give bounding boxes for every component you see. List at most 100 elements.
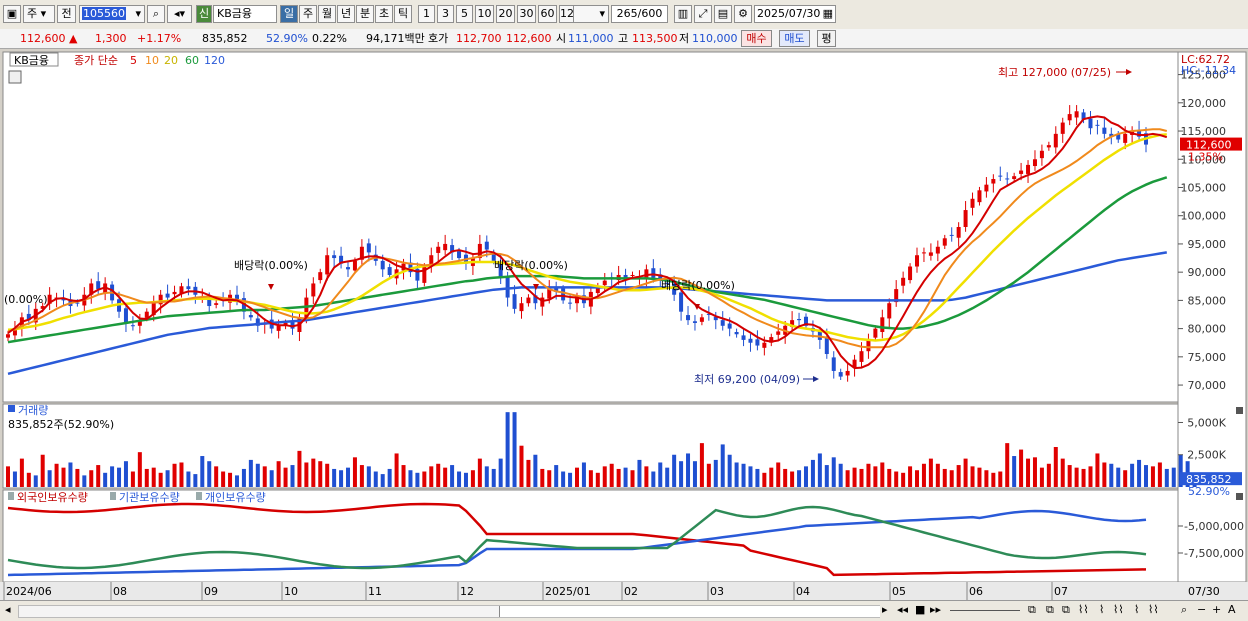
candle-body — [845, 370, 850, 376]
volume-bar — [797, 470, 802, 487]
zoom-out-icon[interactable]: − — [1197, 603, 1207, 616]
price-tick-label: 110,000 — [1181, 153, 1227, 166]
sell-button[interactable]: 매도 — [779, 30, 810, 47]
candle-body — [824, 337, 829, 355]
horizontal-scrollbar[interactable] — [18, 605, 880, 618]
eval-button[interactable]: 평 — [817, 30, 836, 47]
volume-bar — [318, 461, 323, 487]
stock-code-input[interactable]: 105560 ▾ — [79, 5, 145, 23]
volume-bar — [498, 458, 503, 487]
volume-bar — [40, 454, 45, 487]
copy-icon[interactable]: ⧉ — [1046, 603, 1054, 616]
candle-body — [623, 274, 628, 278]
interval-button[interactable]: 1 — [418, 5, 435, 23]
scroll-left-icon[interactable]: ◂ — [5, 603, 11, 616]
volume-bar — [554, 465, 559, 487]
search-icon[interactable]: ⌕ — [1181, 603, 1188, 616]
period-tab[interactable]: 분 — [356, 5, 374, 23]
candle-type-icon[interactable]: ▥ — [674, 5, 692, 23]
volume-bar — [540, 468, 545, 487]
new-stock-badge[interactable]: 신 — [196, 5, 212, 23]
volume-bar — [491, 468, 496, 487]
interval-input[interactable]: ▾ — [573, 5, 609, 23]
candle-body — [699, 317, 704, 322]
candle-body — [915, 255, 920, 267]
interval-button[interactable]: 30 — [517, 5, 536, 23]
volume-bar — [977, 467, 982, 487]
period-tab[interactable]: 초 — [375, 5, 393, 23]
volume-bar — [304, 462, 309, 487]
price-tick-label: 120,000 — [1181, 97, 1227, 110]
period-tab[interactable]: 년 — [337, 5, 355, 23]
candle-body — [318, 272, 323, 281]
save-icon[interactable]: ▤ — [714, 5, 732, 23]
volume-current-tag: 835,852 — [1186, 473, 1232, 486]
gear-icon[interactable]: ⚙ — [734, 5, 752, 23]
interval-button[interactable]: 20 — [496, 5, 515, 23]
chart-bottom-bar: ◂ ▸ ◂◂ ■ ▸▸ ⧉ ⧉ ⧉ ⌇⌇ ⌇ ⌇⌇ ⌇ ⌇⌇ ⌕ − + A — [0, 600, 1248, 621]
candle-body — [935, 246, 940, 254]
buy-button[interactable]: 매수 — [741, 30, 772, 47]
draw-tool-icon[interactable]: ⌇ — [1099, 603, 1105, 616]
price-change-pct: +1.17% — [137, 32, 182, 45]
interval-button[interactable]: 60 — [538, 5, 557, 23]
date-field[interactable]: 2025/07/30 ▦ — [754, 5, 836, 23]
candle-body — [346, 267, 351, 270]
volume-bar — [1116, 467, 1121, 487]
draw-tool-icon[interactable]: ⌇⌇ — [1148, 603, 1159, 616]
period-tab[interactable]: 일 — [280, 5, 298, 23]
forward-icon[interactable]: ▸▸ — [930, 603, 942, 616]
scroll-right-icon[interactable]: ▸ — [882, 603, 888, 616]
holdings-tick-label: -7,500,000 — [1184, 547, 1244, 560]
open-price: 111,000 — [568, 32, 614, 45]
volume-bar — [165, 470, 170, 487]
draw-tool-icon[interactable]: ⌇⌇ — [1113, 603, 1124, 616]
stock-name-field[interactable]: KB금융 — [213, 5, 277, 23]
prev-button[interactable]: 전 — [57, 5, 76, 23]
volume-bar — [117, 467, 122, 487]
volume-bar — [1088, 466, 1093, 487]
scrollbar-thumb[interactable] — [499, 606, 880, 617]
font-size-icon[interactable]: A — [1228, 603, 1236, 616]
candle-body — [207, 298, 212, 307]
ask-price: 112,700 — [456, 32, 502, 45]
candle-body — [776, 331, 781, 335]
interval-button[interactable]: 10 — [475, 5, 494, 23]
candle-body — [769, 337, 774, 343]
period-tab[interactable]: 주 — [299, 5, 317, 23]
draw-tool-icon[interactable]: ⌇ — [1134, 603, 1140, 616]
volume-bar — [713, 459, 718, 487]
candle-body — [276, 325, 281, 331]
period-unit-select[interactable]: 주 ▾ — [23, 5, 55, 23]
copy-icon[interactable]: ⧉ — [1028, 603, 1036, 616]
interval-button[interactable]: 3 — [437, 5, 454, 23]
candle-body — [96, 281, 101, 290]
period-tab[interactable]: 틱 — [394, 5, 412, 23]
volume-bar — [75, 468, 80, 487]
candle-body — [1067, 114, 1072, 121]
search-icon[interactable]: ⌕ — [147, 5, 165, 23]
volume-bar — [207, 461, 212, 487]
stock-chart[interactable]: 125,000 120,000 115,000 110,000 105,000 100,0… — [0, 50, 1248, 600]
candle-body — [734, 332, 739, 335]
candle-body — [498, 262, 503, 278]
draw-tool-icon[interactable]: ⌇⌇ — [1078, 603, 1089, 616]
bar-count-field[interactable]: 265/600 — [611, 5, 668, 23]
window-menu-icon[interactable]: ▣ — [3, 5, 21, 23]
zoom-slider[interactable] — [950, 610, 1020, 611]
current-price-box — [1180, 137, 1242, 151]
volume-title: 거래량 — [18, 404, 48, 417]
line-tool-icon[interactable]: ⤢ — [694, 5, 712, 23]
speaker-icon[interactable]: ◂▾ — [167, 5, 192, 23]
interval-button[interactable]: 5 — [456, 5, 473, 23]
zoom-in-icon[interactable]: + — [1212, 603, 1222, 616]
dividend-label: 배당락(0.00%) — [494, 259, 568, 272]
rewind-icon[interactable]: ◂◂ — [897, 603, 909, 616]
period-tab[interactable]: 월 — [318, 5, 336, 23]
candle-body — [686, 315, 691, 321]
x-axis-label: 07/30 — [1188, 585, 1220, 598]
stop-icon[interactable]: ■ — [915, 603, 926, 616]
copy-icon[interactable]: ⧉ — [1062, 603, 1070, 616]
candle-body — [838, 372, 843, 377]
candle-body — [533, 295, 538, 304]
